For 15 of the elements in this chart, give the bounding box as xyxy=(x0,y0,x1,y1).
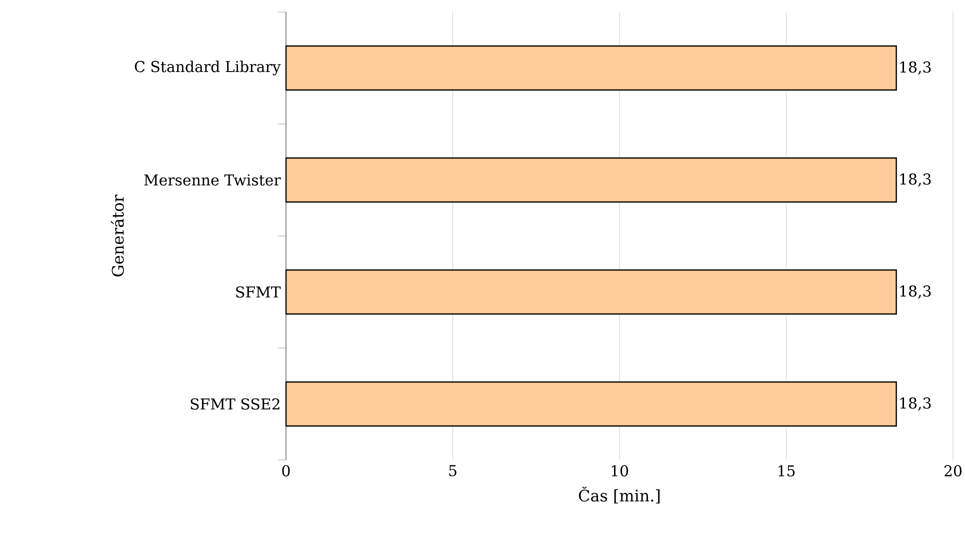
y-tick-label: SFMT SSE2 xyxy=(190,398,280,410)
data-label: 18,3 xyxy=(900,61,931,75)
y-tick-label: Mersenne Twister xyxy=(144,174,281,186)
x-tick-label: 20 xyxy=(944,465,962,476)
x-tick-label: 10 xyxy=(612,465,628,476)
data-label: 18,3 xyxy=(900,173,931,187)
data-label: 18,3 xyxy=(900,397,931,411)
y-axis-title: Generátor xyxy=(110,194,124,276)
x-tick-label: 0 xyxy=(282,465,290,476)
data-label: 18,3 xyxy=(900,285,931,299)
y-tick-label: SFMT xyxy=(236,286,281,298)
x-tick-label: 5 xyxy=(449,465,456,476)
x-tick-label: 15 xyxy=(778,465,795,476)
x-axis-title: Čas [min.] xyxy=(578,486,660,504)
y-tick-label: C Standard Library xyxy=(134,60,281,76)
